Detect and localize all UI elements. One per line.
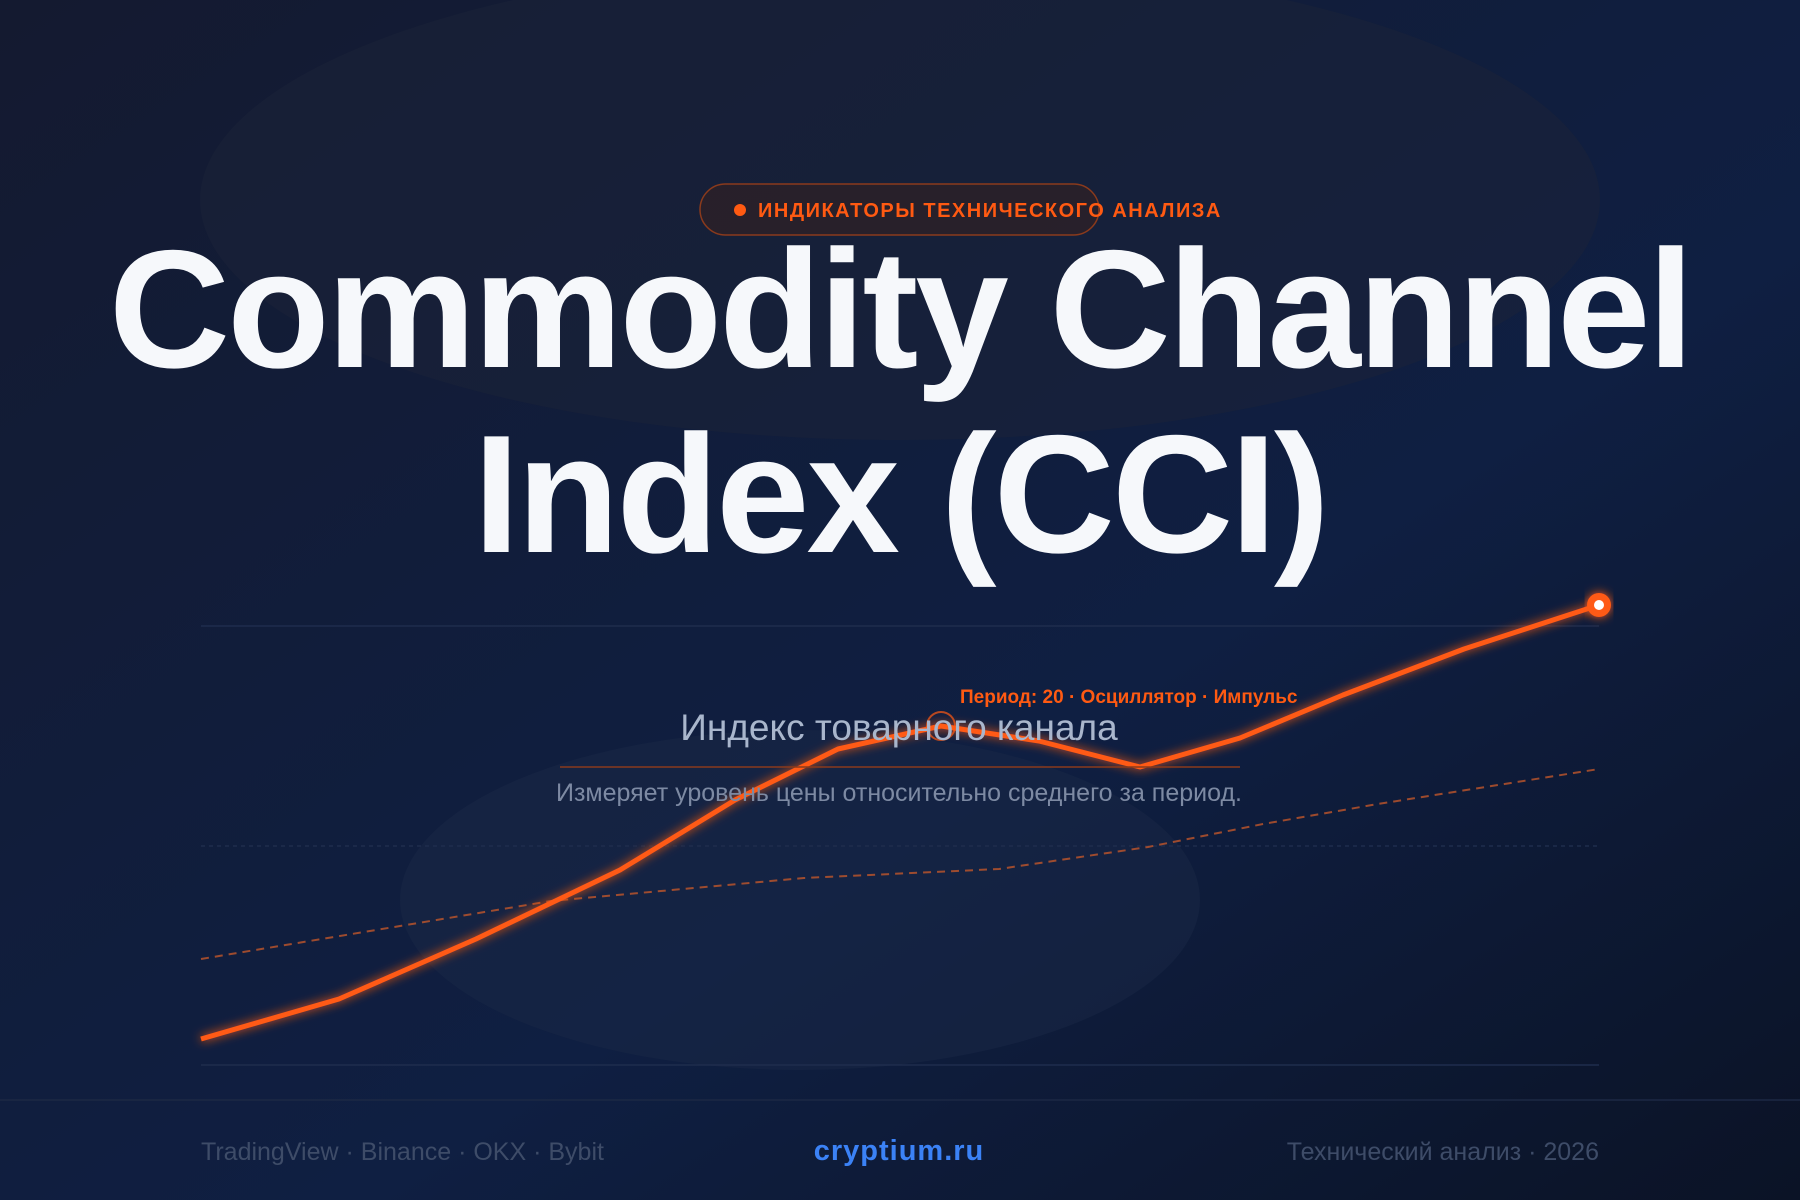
badge-dot xyxy=(734,204,746,216)
badge xyxy=(699,183,1100,236)
annotation: Период: 20 · Осциллятор · Импульс xyxy=(960,687,1298,708)
marker xyxy=(926,711,956,741)
cci-line xyxy=(200,602,1600,1042)
footer-left: TradingView · Binance · OKX · Bybit xyxy=(201,1138,604,1166)
footer-right: Технический анализ · 2026 xyxy=(1287,1138,1599,1166)
glow-shape xyxy=(400,730,1200,1070)
description: Измеряет уровень цены относительно средн… xyxy=(556,779,1242,807)
title: Index (CCI) xyxy=(473,400,1327,588)
end-dot-center xyxy=(1594,600,1604,610)
grid xyxy=(201,625,1599,1066)
title: Commodity Channel xyxy=(109,215,1691,403)
footer-brand[interactable]: cryptium.ru xyxy=(814,1135,985,1167)
badge-text: ИНДИКАТОРЫ ТЕХНИЧЕСКОГО АНАЛИЗА xyxy=(758,200,1222,222)
subtitle: Индекс товарного канала xyxy=(680,707,1118,748)
average-line xyxy=(200,768,1600,960)
